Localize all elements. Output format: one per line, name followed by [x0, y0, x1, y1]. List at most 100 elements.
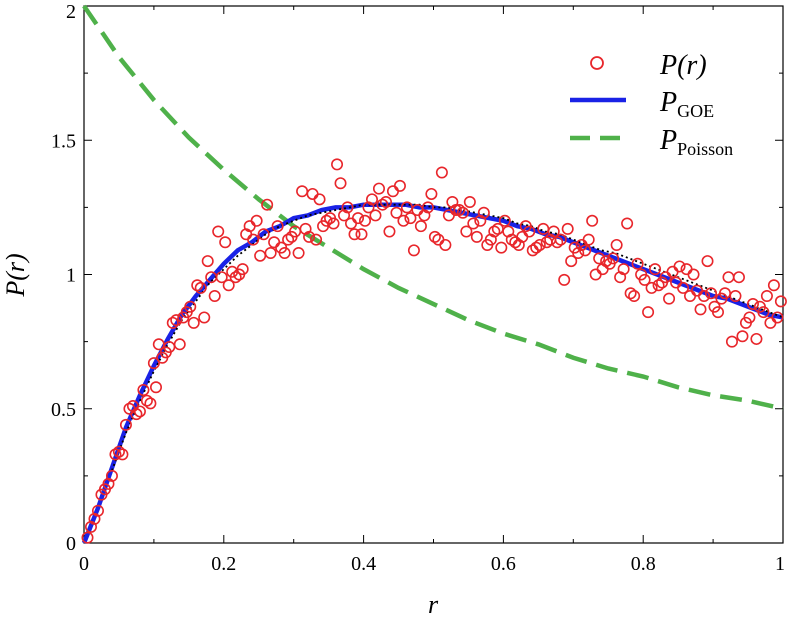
data-point [296, 185, 309, 198]
data-point [282, 233, 295, 246]
data-point [358, 214, 371, 227]
data-point [771, 311, 784, 324]
data-point [680, 263, 693, 276]
data-point [488, 225, 501, 238]
data-point [649, 263, 662, 276]
data-point [663, 292, 676, 305]
data-point [170, 314, 183, 327]
data-point [589, 268, 602, 281]
data-point [551, 236, 564, 249]
y-tick-label: 0 [66, 533, 76, 555]
series-layer [81, 4, 787, 544]
data-point [617, 263, 630, 276]
data-point [582, 233, 595, 246]
data-point [310, 233, 323, 246]
data-point [331, 158, 344, 171]
y-tick-label: 1 [66, 265, 76, 287]
data-point [194, 281, 207, 294]
data-point [746, 298, 759, 311]
data-point [449, 204, 462, 217]
data-point [345, 217, 358, 230]
data-point [268, 236, 281, 249]
data-point [376, 198, 389, 211]
data-point [732, 271, 745, 284]
data-point [247, 233, 260, 246]
data-point [554, 233, 567, 246]
data-point [250, 214, 263, 227]
legend-poisson-sub: Poisson [677, 139, 733, 159]
data-point [467, 217, 480, 230]
data-point [334, 177, 347, 190]
y-tick-label: 1.5 [51, 130, 76, 152]
data-point [306, 187, 319, 200]
data-point [208, 289, 221, 302]
data-point [187, 316, 200, 329]
legend-marker-circle [590, 56, 604, 70]
legend-label-goe: PGOE [659, 87, 714, 121]
data-point [198, 311, 211, 324]
data-point [607, 252, 620, 265]
data-point [743, 311, 756, 324]
legend-item-poisson: PPoisson [570, 125, 733, 159]
data-point [642, 306, 655, 319]
data-point [729, 289, 742, 302]
data-point [463, 196, 476, 209]
data-point [621, 217, 634, 230]
data-point [593, 252, 606, 265]
data-point [600, 255, 613, 268]
data-point [645, 281, 658, 294]
data-point [774, 295, 787, 308]
data-point [701, 255, 714, 268]
data-point [456, 206, 469, 219]
data-point [390, 206, 403, 219]
data-point [386, 185, 399, 198]
data-point [222, 279, 235, 292]
data-point [407, 244, 420, 257]
legend-item-data: P(r) [590, 50, 707, 81]
data-point [278, 247, 291, 260]
legend-label-data: P(r) [659, 50, 707, 81]
y-tick-label: 0.5 [51, 399, 76, 421]
data-point [112, 445, 125, 458]
data-point [91, 504, 104, 517]
data-point [397, 214, 410, 227]
data-point [453, 204, 466, 217]
fit-curve [111, 203, 784, 471]
data-point [677, 281, 690, 294]
data-point [736, 330, 749, 343]
x-tick-label: 0.8 [631, 553, 656, 575]
data-point [610, 238, 623, 251]
data-point [144, 397, 157, 410]
data-point [425, 187, 438, 200]
data-point [257, 228, 270, 241]
data-point [369, 209, 382, 222]
data-point [421, 201, 434, 214]
data-point [767, 279, 780, 292]
data-point [533, 238, 546, 251]
data-point [498, 214, 511, 227]
data-point [722, 271, 735, 284]
legend-goe-main: P [659, 87, 677, 118]
data-point [757, 306, 770, 319]
data-point [652, 279, 665, 292]
data-point [137, 383, 150, 396]
data-point [725, 335, 738, 348]
data-point [698, 289, 711, 302]
axis-ticks [83, 5, 784, 544]
x-tick-label: 0 [79, 553, 89, 575]
data-point [264, 247, 277, 260]
data-point [201, 255, 214, 268]
data-point [579, 244, 592, 257]
data-point [673, 260, 686, 273]
data-point [565, 255, 578, 268]
data-point [365, 193, 378, 206]
data-point [236, 263, 249, 276]
data-point [750, 332, 763, 345]
data-point [628, 289, 641, 302]
data-point [303, 230, 316, 243]
data-point [439, 238, 452, 251]
data-point [460, 225, 473, 238]
data-point [130, 408, 143, 421]
data-point [109, 448, 122, 461]
